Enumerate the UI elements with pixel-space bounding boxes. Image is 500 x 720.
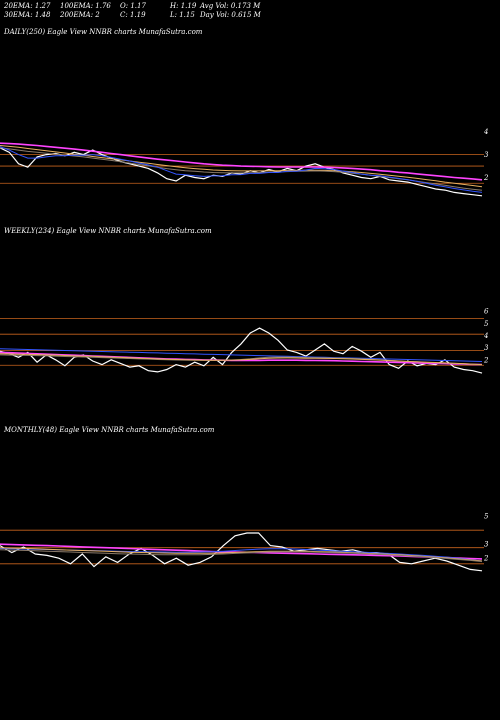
weekly-y-tick-2: 4 [483,332,488,340]
ema30-stat: 30EMA: 1.48 [4,11,51,19]
ema200-stat: 200EMA: 2 [60,11,100,19]
monthly-chart-title: MONTHLY(48) Eagle View NNBR charts Munaf… [4,426,215,434]
monthly-series-line-4 [0,549,483,563]
weekly-y-tick-3: 3 [484,344,489,352]
monthly-y-tick-2: 2 [483,555,489,563]
high-stat: H: 1.19 [170,2,197,10]
monthly-y-tick-1: 3 [484,541,489,549]
weekly-series-line-4 [0,353,483,366]
daily-series-line-4 [0,146,483,193]
avg-vol-stat: Avg Vol: 0.173 M [200,2,261,10]
weekly-y-tick-1: 5 [484,320,489,328]
monthly-series-line-1 [0,543,483,560]
monthly-series-line-3 [0,547,483,562]
low-stat: L: 1.15 [170,11,195,19]
day-vol-stat: Day Vol: 0.615 M [200,11,261,19]
daily-y-tick-1: 3 [484,151,489,159]
weekly-series-line-2 [0,348,483,362]
daily-y-tick-2: 2 [483,174,489,182]
open-stat: O: 1.17 [120,2,146,10]
daily-y-tick-0: 4 [483,128,488,136]
stats-header: 20EMA: 1.27 100EMA: 1.76 O: 1.17 H: 1.19… [4,2,496,20]
daily-series-line-1 [0,142,483,181]
ema20-stat: 20EMA: 1.27 [4,2,51,10]
close-stat: C: 1.19 [120,11,146,19]
monthly-series-line-0 [0,532,483,572]
weekly-y-tick-0: 6 [484,308,489,316]
weekly-y-tick-4: 2 [483,356,489,364]
monthly-y-tick-0: 5 [484,513,489,521]
ema100-stat: 100EMA: 1.76 [60,2,111,10]
weekly-chart-title: WEEKLY(234) Eagle View NNBR charts Munaf… [4,227,212,235]
daily-chart-title: DAILY(250) Eagle View NNBR charts Munafa… [4,28,203,36]
